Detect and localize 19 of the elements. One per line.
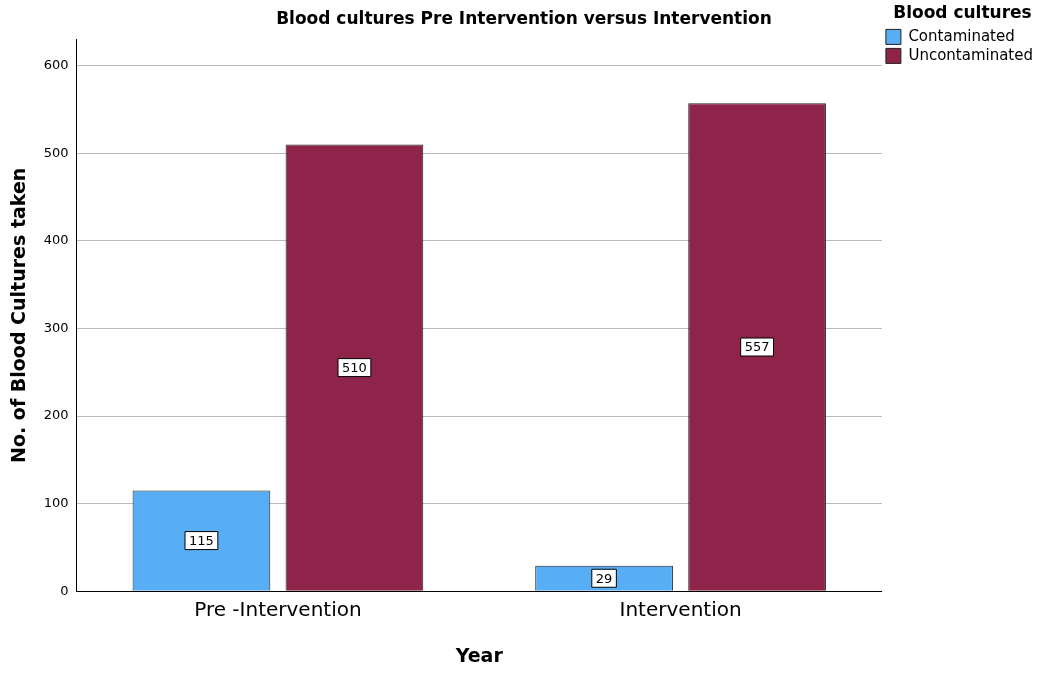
legend-label: Uncontaminated xyxy=(908,45,1034,64)
legend-label: Contaminated xyxy=(908,26,1015,45)
legend-title: Blood cultures xyxy=(893,1,1032,22)
x-tick-label: Intervention xyxy=(619,597,742,622)
data-label: 557 xyxy=(744,339,770,355)
y-tick-label: 400 xyxy=(43,232,69,248)
data-label: 115 xyxy=(189,532,214,548)
x-axis-title: Year xyxy=(454,643,504,666)
y-tick-label: 600 xyxy=(43,57,69,73)
y-tick-label: 300 xyxy=(43,319,69,335)
data-label: 510 xyxy=(342,359,367,375)
chart-title: Blood cultures Pre Intervention versus Intervention xyxy=(276,7,772,28)
y-tick-label: 500 xyxy=(43,144,69,160)
y-tick-label: 200 xyxy=(43,407,69,423)
y-tick-label: 100 xyxy=(43,494,69,510)
data-label: 29 xyxy=(595,570,613,586)
y-tick-label: 0 xyxy=(60,582,69,598)
y-axis-title: No. of Blood Cultures taken xyxy=(7,167,30,463)
x-tick-label: Pre -Intervention xyxy=(194,597,362,622)
